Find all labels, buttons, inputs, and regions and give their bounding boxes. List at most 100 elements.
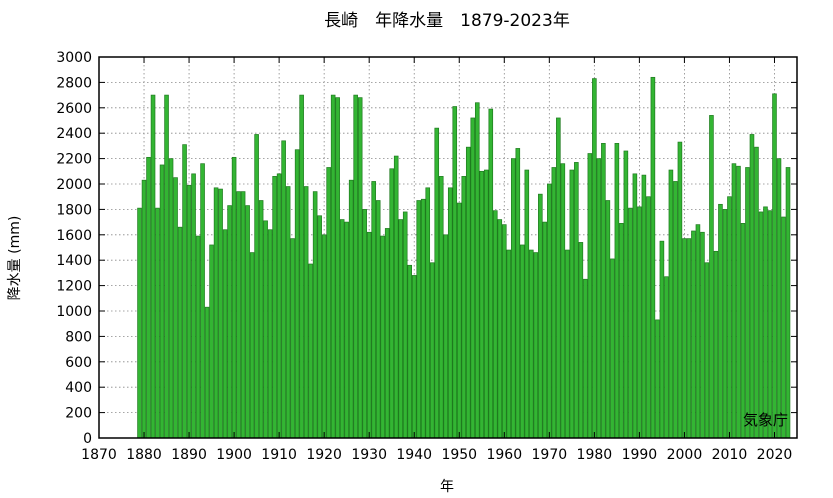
bar-1903: [245, 205, 250, 439]
bar-2021: [776, 158, 782, 439]
x-tick-label: 1940: [396, 447, 432, 463]
bar-2020: [772, 93, 777, 439]
y-axis-ticks: 0 200 400 600 800 1000 1200 1400 1600 1800 2000 220…: [56, 50, 797, 447]
bar-1933: [380, 235, 385, 439]
bar-2015: [749, 134, 755, 439]
bar-1974: [565, 249, 570, 439]
bar-1988: [628, 207, 633, 439]
bar-1911: [281, 140, 286, 439]
bar-1984: [610, 258, 615, 439]
bar-2009: [722, 209, 728, 439]
bar-1930: [366, 231, 372, 439]
bar-1957: [488, 108, 494, 439]
bar-1890: [186, 184, 192, 439]
bar-2018: [763, 206, 768, 439]
bar-1979: [587, 153, 593, 439]
y-tick-label: 2400: [56, 126, 92, 142]
bar-1940: [411, 275, 417, 439]
bar-2005: [704, 262, 710, 439]
bar-1944: [429, 262, 435, 439]
bar-2011: [731, 163, 737, 439]
y-tick-label: 1600: [56, 228, 92, 244]
bar-1889: [182, 144, 187, 439]
bar-1884: [159, 164, 165, 439]
bar-1895: [209, 244, 214, 439]
y-tick-label: 2600: [56, 101, 92, 117]
y-tick-label: 400: [65, 380, 92, 396]
bar-1978: [583, 278, 588, 439]
bar-1967: [533, 252, 539, 439]
bar-1894: [204, 306, 210, 439]
plot-frame: [98, 56, 798, 439]
bar-1958: [492, 210, 498, 439]
bar-1882: [150, 94, 156, 439]
bar-1917: [308, 263, 313, 439]
bar-2017: [758, 211, 764, 439]
bar-1993: [650, 76, 656, 439]
bar-1898: [222, 229, 228, 439]
bar-1883: [155, 207, 160, 439]
x-tick-label: 2000: [667, 447, 703, 463]
y-tick-label: 1800: [56, 202, 92, 218]
bar-1923: [335, 97, 340, 439]
bar-1946: [438, 176, 444, 439]
bar-1965: [524, 169, 530, 439]
bar-1925: [344, 221, 349, 439]
x-tick-label: 1990: [622, 447, 658, 463]
y-tick-label: 1400: [56, 253, 92, 269]
bar-1909: [272, 176, 277, 439]
bar-1945: [434, 127, 440, 439]
bar-1994: [655, 319, 660, 439]
bar-1942: [420, 198, 426, 439]
bar-2008: [718, 203, 723, 439]
x-tick-label: 1890: [171, 447, 207, 463]
bar-1989: [632, 173, 638, 439]
bar-1955: [479, 170, 485, 439]
bar-1927: [353, 94, 358, 439]
bar-1893: [200, 163, 205, 439]
x-tick-label: 1920: [306, 447, 342, 463]
bar-1976: [574, 162, 579, 439]
bar-1959: [497, 219, 503, 439]
bar-1934: [384, 228, 390, 439]
bar-2016: [754, 146, 759, 439]
bar-1952: [465, 146, 471, 439]
bar-2010: [727, 196, 732, 439]
bar-1921: [326, 167, 331, 439]
bar-1966: [529, 249, 534, 439]
bar-1991: [641, 174, 647, 439]
y-tick-label: 1000: [56, 304, 92, 320]
bar-1936: [393, 155, 399, 439]
y-tick-label: 3000: [56, 50, 92, 66]
bars: [137, 76, 791, 439]
bar-1891: [191, 173, 196, 439]
bar-1964: [520, 244, 525, 439]
bar-2000: [682, 238, 687, 439]
bar-1970: [547, 183, 552, 439]
x-tick-label: 1880: [126, 447, 162, 463]
bar-1937: [398, 219, 404, 439]
bar-1929: [362, 209, 367, 439]
bar-1918: [312, 191, 318, 439]
bar-1941: [416, 200, 422, 439]
bar-1954: [474, 102, 480, 439]
bar-1987: [623, 150, 629, 439]
bar-1912: [285, 186, 291, 439]
bar-1879: [137, 207, 142, 439]
bar-1899: [227, 205, 232, 439]
bar-2002: [691, 230, 696, 439]
bar-1968: [538, 193, 543, 439]
bar-1947: [443, 234, 449, 439]
bar-2013: [740, 223, 746, 439]
y-tick-label: 2800: [56, 75, 92, 91]
bar-1973: [560, 163, 566, 439]
bar-1900: [231, 156, 237, 439]
y-tick-label: 600: [65, 355, 92, 371]
bar-1910: [276, 173, 282, 439]
bar-1885: [164, 94, 169, 439]
bar-1886: [168, 158, 174, 439]
bar-1998: [673, 181, 678, 439]
x-tick-label: 2010: [712, 447, 748, 463]
y-tick-label: 2200: [56, 152, 92, 168]
bar-1977: [578, 242, 584, 439]
